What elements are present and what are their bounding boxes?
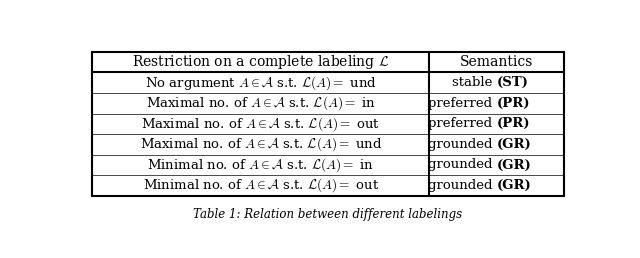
Text: Table 1: Relation between different labelings: Table 1: Relation between different labe… <box>193 208 463 221</box>
Text: Semantics: Semantics <box>460 55 533 69</box>
Bar <box>92 52 564 196</box>
Text: (PR): (PR) <box>497 117 530 130</box>
Text: Minimal no. of $A \in \mathcal{A}$ s.t. $\mathcal{L}(A) =$ out: Minimal no. of $A \in \mathcal{A}$ s.t. … <box>143 177 379 195</box>
Text: (GR): (GR) <box>497 138 531 151</box>
Text: No argument $A \in \mathcal{A}$ s.t. $\mathcal{L}(A) =$ und: No argument $A \in \mathcal{A}$ s.t. $\m… <box>145 74 377 92</box>
Text: stable: stable <box>452 76 497 89</box>
Text: grounded: grounded <box>428 179 497 192</box>
Text: grounded: grounded <box>428 158 497 172</box>
Text: Maximal no. of $A \in \mathcal{A}$ s.t. $\mathcal{L}(A) =$ und: Maximal no. of $A \in \mathcal{A}$ s.t. … <box>140 135 382 153</box>
Text: Restriction on a complete labeling $\mathcal{L}$: Restriction on a complete labeling $\mat… <box>132 53 390 71</box>
Text: Minimal no. of $A \in \mathcal{A}$ s.t. $\mathcal{L}(A) =$ in: Minimal no. of $A \in \mathcal{A}$ s.t. … <box>147 156 374 174</box>
Text: preferred: preferred <box>428 117 497 130</box>
Text: preferred: preferred <box>428 97 497 110</box>
Text: (GR): (GR) <box>497 158 531 172</box>
Text: grounded: grounded <box>428 138 497 151</box>
Text: (PR): (PR) <box>497 97 530 110</box>
Text: (ST): (ST) <box>497 76 529 89</box>
Text: (GR): (GR) <box>497 179 531 192</box>
Text: Maximal no. of $A \in \mathcal{A}$ s.t. $\mathcal{L}(A) =$ out: Maximal no. of $A \in \mathcal{A}$ s.t. … <box>141 115 380 133</box>
Text: Maximal no. of $A \in \mathcal{A}$ s.t. $\mathcal{L}(A) =$ in: Maximal no. of $A \in \mathcal{A}$ s.t. … <box>146 94 376 112</box>
